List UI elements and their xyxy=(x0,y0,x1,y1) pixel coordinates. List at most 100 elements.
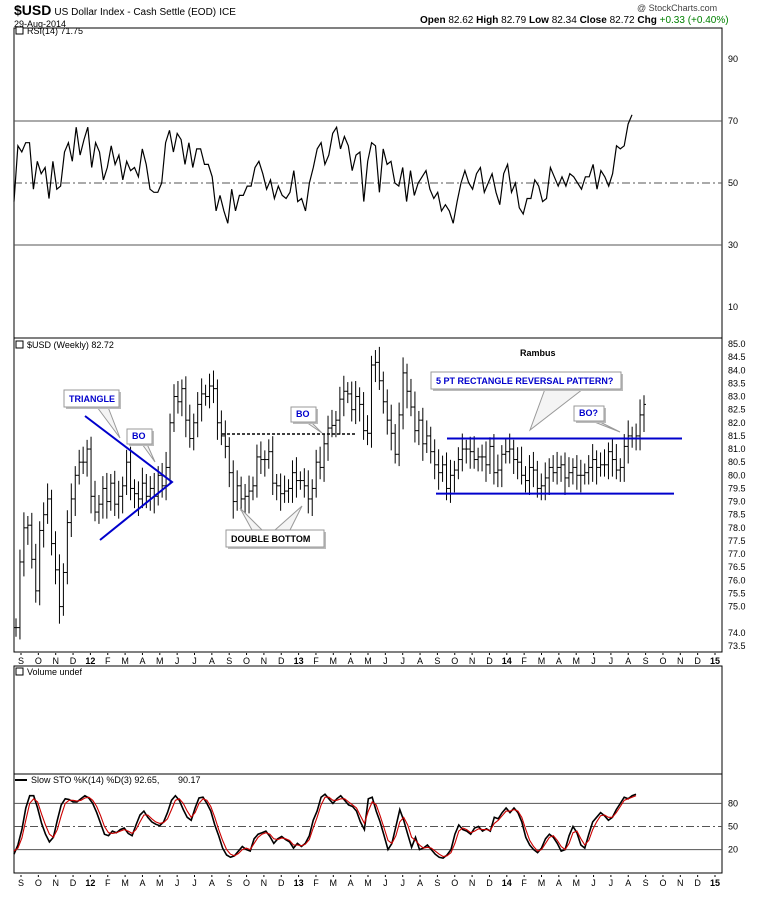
low-value: 82.34 xyxy=(551,15,577,26)
sto-legend-d: 90.17 xyxy=(178,775,201,785)
bo-label-2-pointer xyxy=(305,421,323,434)
price-x-tick-label: 13 xyxy=(294,656,304,666)
triangle-pattern-lines xyxy=(84,415,174,541)
price-y-tick-label: 78.5 xyxy=(728,510,746,520)
volume-legend: Volume undef xyxy=(27,667,83,677)
price-y-tick-label: 77.0 xyxy=(728,549,746,559)
price-x-tick-label: F xyxy=(521,656,527,666)
price-x-tick-label: N xyxy=(677,656,684,666)
price-x-tick-label: N xyxy=(261,656,268,666)
chg-label: Chg xyxy=(637,15,657,26)
sto-x-tick-label: A xyxy=(417,878,423,888)
volume-legend-swatch xyxy=(15,667,24,676)
close-value: 82.72 xyxy=(609,15,635,26)
price-x-tick-label: S xyxy=(18,656,24,666)
sto-x-tick-label: S xyxy=(18,878,24,888)
sto-y-tick-label: 80 xyxy=(728,798,738,808)
sto-x-tick-label: F xyxy=(105,878,111,888)
price-x-tick-label: S xyxy=(434,656,440,666)
price-x-tick-label: M xyxy=(330,656,338,666)
sto-x-tick-label: N xyxy=(261,878,268,888)
watermark: @ StockCharts.com xyxy=(637,3,718,13)
price-y-tick-label: 75.5 xyxy=(728,588,746,598)
bo-label-3-text: BO? xyxy=(579,408,598,418)
price-y-tick-label: 77.5 xyxy=(728,536,746,546)
sto-x-tick-label: S xyxy=(226,878,232,888)
sto-x-tick-label: N xyxy=(677,878,684,888)
sto-x-tick-label: M xyxy=(156,878,164,888)
rectangle-label-text: 5 PT RECTANGLE REVERSAL PATTERN? xyxy=(436,376,613,386)
price-x-tick-label: J xyxy=(591,656,596,666)
price-y-tick-label: 79.5 xyxy=(728,483,746,493)
price-x-tick-label: N xyxy=(469,656,476,666)
sto-x-tick-label: F xyxy=(521,878,527,888)
sto-x-tick-label: D xyxy=(278,878,285,888)
bo-label-1-text: BO xyxy=(132,431,146,441)
bo-label-1-pointer xyxy=(141,443,156,463)
price-legend-swatch xyxy=(15,340,24,349)
price-y-tick-label: 84.0 xyxy=(728,365,746,375)
price-x-tick-label: M xyxy=(156,656,164,666)
rectangle-label-pointer xyxy=(528,388,584,432)
sto-x-tick-label: 13 xyxy=(294,878,304,888)
bo-label-2-box xyxy=(290,406,317,423)
price-y-tick-label: 80.5 xyxy=(728,457,746,467)
low-label: Low xyxy=(528,15,549,26)
price-y-tick-label: 75.0 xyxy=(728,602,746,612)
sto-x-tick-label: J xyxy=(383,878,388,888)
sto-x-tick-label: D xyxy=(694,878,701,888)
price-x-tick-label: 12 xyxy=(85,656,95,666)
price-x-tick-label: F xyxy=(105,656,111,666)
high-value: 82.79 xyxy=(501,15,527,26)
price-x-tick-label: F xyxy=(313,656,319,666)
bo-label-2-text: BO xyxy=(296,409,310,419)
sto-x-tick-label: F xyxy=(313,878,319,888)
sto-x-tick-label: S xyxy=(643,878,649,888)
price-x-tick-label: A xyxy=(625,656,631,666)
sto-x-tick-label: 12 xyxy=(85,878,95,888)
sto-x-tick-label: A xyxy=(209,878,215,888)
price-x-tick-label: D xyxy=(70,656,77,666)
sto-x-tick-label: J xyxy=(609,878,614,888)
security-name: US Dollar Index - Cash Settle (EOD) xyxy=(54,7,217,18)
triangle-label-text: TRIANGLE xyxy=(69,394,115,404)
sto-x-tick-label: M xyxy=(330,878,338,888)
sto-x-tick-label: M xyxy=(364,878,372,888)
price-x-tick-label: J xyxy=(383,656,388,666)
rsi-legend-swatch xyxy=(15,26,24,35)
header-left: $USD US Dollar Index - Cash Settle (EOD)… xyxy=(14,2,236,18)
sto-y-tick-label: 50 xyxy=(728,822,738,832)
open-label: Open xyxy=(420,15,446,26)
price-y-tick-label: 80.0 xyxy=(728,470,746,480)
sto-x-tick-label: A xyxy=(625,878,631,888)
price-x-tick-label: 15 xyxy=(710,656,720,666)
sto-x-tick-label: J xyxy=(175,878,180,888)
price-y-tick-label: 73.5 xyxy=(728,641,746,651)
price-x-tick-label: A xyxy=(209,656,215,666)
sto-x-tick-label: N xyxy=(469,878,476,888)
price-y-tick-label: 81.0 xyxy=(728,444,746,454)
sto-x-tick-label: A xyxy=(556,878,562,888)
sto-x-tick-label: A xyxy=(348,878,354,888)
bo-label-1-box xyxy=(126,428,153,445)
price-x-tick-label: A xyxy=(348,656,354,666)
header-quote: Open 82.62 High 82.79 Low 82.34 Close 82… xyxy=(420,15,729,26)
rectangle-label-box xyxy=(430,371,622,390)
double-bottom-box xyxy=(225,529,325,548)
triangle-label-box xyxy=(63,389,120,408)
rsi-y-tick-label: 70 xyxy=(728,116,738,126)
sto-x-tick-label: J xyxy=(591,878,596,888)
rsi-y-tick-label: 90 xyxy=(728,54,738,64)
price-y-tick-label: 79.0 xyxy=(728,497,746,507)
close-label: Close xyxy=(579,15,607,26)
price-x-tick-label: J xyxy=(175,656,180,666)
price-x-axis: S O N D 12 F M A M J J A S O N D 13 F M A M J J A S O N D 14 F M A M J J A S… xyxy=(18,653,720,666)
price-panel xyxy=(13,337,723,653)
price-y-tick-label: 76.5 xyxy=(728,562,746,572)
sto-x-tick-label: O xyxy=(243,878,250,888)
rsi-y-tick-label: 50 xyxy=(728,178,738,188)
sto-x-tick-label: S xyxy=(434,878,440,888)
bo-label-3-pointer xyxy=(591,420,621,433)
bo-label-3-box xyxy=(573,405,605,422)
price-x-tick-label: A xyxy=(417,656,423,666)
